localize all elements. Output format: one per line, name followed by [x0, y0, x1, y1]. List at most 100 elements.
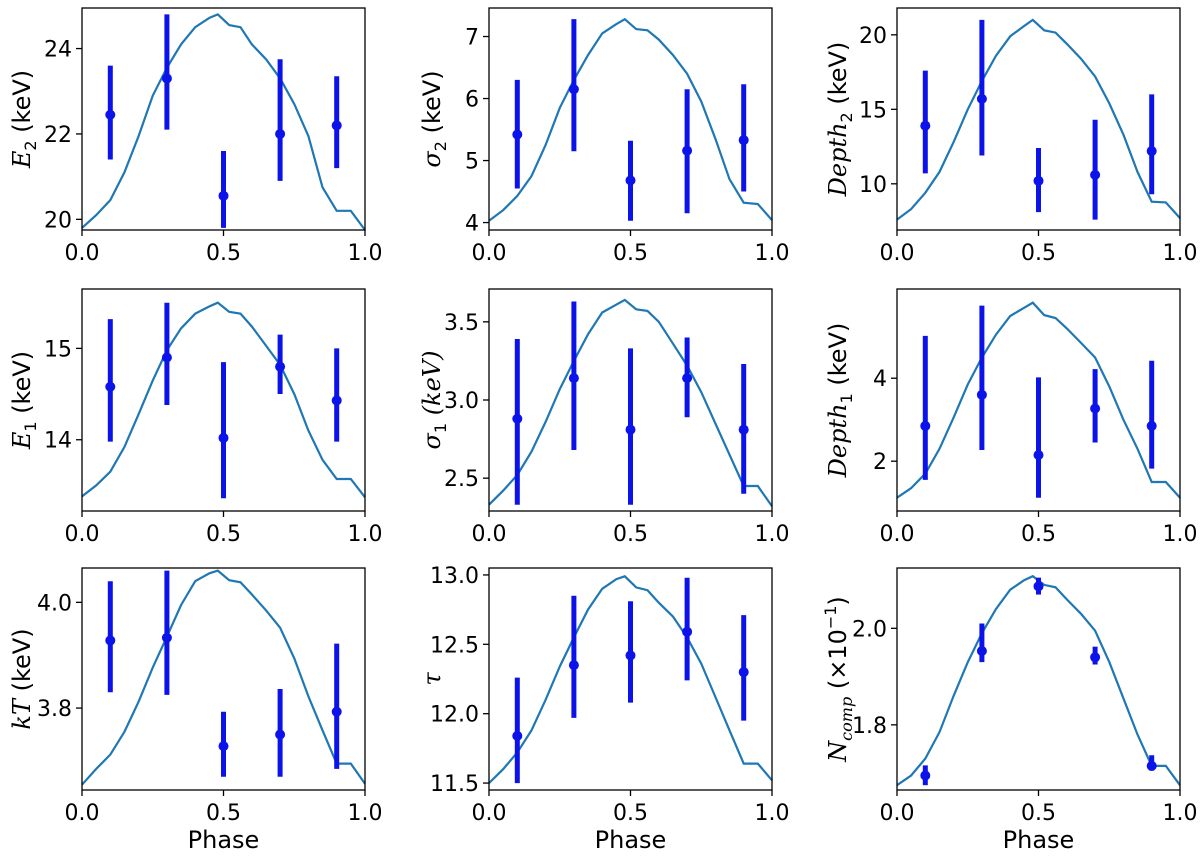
y-label-unit-exponent: −1: [821, 606, 840, 630]
y-label-symbol: kT: [8, 697, 36, 730]
model-curve: [896, 301, 1181, 499]
y-label-unit: (keV): [8, 628, 36, 699]
data-point-3: [625, 650, 636, 661]
data-point-1: [512, 730, 523, 741]
data-point-3: [218, 432, 229, 443]
x-tick-label: 0.5: [1021, 241, 1056, 266]
y-tick-label: 14: [44, 429, 72, 454]
data-point-3: [1033, 175, 1044, 186]
data-point-3: [625, 424, 636, 435]
y-tick-label: 2.0: [852, 617, 887, 642]
y-label-unit: (keV): [418, 70, 446, 141]
y-tick-label: 22: [44, 123, 72, 148]
y-label-subscript: 1: [431, 423, 450, 433]
x-tick-label: 0.5: [1021, 522, 1056, 547]
data-point-3: [1033, 581, 1044, 592]
model-curve: [81, 13, 366, 231]
y-axis-label: σ1 (keV): [418, 350, 450, 449]
model-curve: [81, 301, 366, 498]
panel-8: 0.0 0.5 1.0 11.5 12.0 12.5 13.0 τ Phase: [418, 564, 790, 854]
y-label-symbol: Depth: [824, 122, 852, 197]
y-label-subscript: comp: [837, 697, 856, 741]
data-point-4: [682, 373, 693, 384]
data-point-2: [568, 660, 579, 671]
y-label-symbol: Depth: [824, 403, 852, 478]
x-tick-label: 1.0: [1163, 522, 1198, 547]
data-point-3: [218, 190, 229, 201]
x-tick-label: 1.0: [348, 801, 383, 826]
data-point-2: [161, 352, 172, 363]
y-axis-label: Depth1 (keV): [824, 323, 856, 479]
x-tick-label: 0.5: [206, 522, 241, 547]
y-tick-label: 12.0: [430, 703, 479, 728]
x-tick-label: 0.5: [613, 241, 648, 266]
panel-6: 0.0 0.5 1.0 2 4 Depth1 (keV): [824, 288, 1198, 547]
y-tick-label: 15: [44, 337, 72, 362]
y-label-unit: (keV): [824, 323, 852, 394]
y-axis-label: Depth2 (keV): [824, 42, 856, 198]
y-axis-label: τ: [418, 672, 446, 686]
model-curve: [81, 569, 366, 786]
y-tick-label: 4: [465, 212, 479, 237]
y-tick-label: 24: [44, 38, 72, 63]
x-tick-label: 0.0: [65, 522, 100, 547]
y-axis-label: Ncomp (×10−1): [821, 596, 856, 763]
x-axis-label: Phase: [1003, 826, 1075, 854]
y-tick-label: 11.5: [430, 772, 479, 797]
y-label-subscript: 2: [431, 141, 450, 151]
data-point-1: [920, 120, 931, 131]
data-point-2: [161, 632, 172, 643]
y-tick-label: 3.5: [444, 311, 479, 336]
x-axis-label: Phase: [595, 826, 667, 854]
y-tick-label: 15: [859, 98, 887, 123]
data-point-5: [738, 667, 749, 678]
data-point-1: [105, 109, 116, 120]
y-label-subscript: 2: [21, 140, 40, 150]
y-label-subscript: 1: [837, 393, 856, 403]
data-point-5: [1146, 420, 1157, 431]
y-label-unit: (keV): [8, 351, 36, 422]
data-point-3: [625, 175, 636, 186]
data-point-3: [1033, 449, 1044, 460]
model-curve: [896, 18, 1181, 221]
panel-7: 0.0 0.5 1.03.84.0kT (keV)Phase: [8, 567, 383, 854]
y-label-unit-end: ): [824, 596, 852, 605]
y-label-unit: (keV): [824, 42, 852, 113]
y-tick-label: 2.5: [444, 467, 479, 492]
data-point-1: [512, 413, 523, 424]
data-point-5: [1146, 760, 1157, 771]
x-tick-label: 1.0: [1163, 801, 1198, 826]
data-point-1: [105, 635, 116, 646]
x-tick-label: 0.0: [472, 522, 507, 547]
y-axis-label: σ2 (keV): [418, 70, 450, 167]
y-label-symbol: E: [8, 150, 36, 169]
x-tick-label: 0.5: [206, 801, 241, 826]
x-tick-label: 0.5: [1021, 801, 1056, 826]
y-label-symbol: E: [8, 431, 36, 450]
data-point-1: [105, 381, 116, 392]
y-tick-label: 6: [465, 88, 479, 113]
data-point-4: [1090, 652, 1101, 663]
data-point-4: [275, 729, 286, 740]
y-label-symbol: σ: [418, 151, 446, 168]
y-tick-label: 20: [859, 24, 887, 49]
data-point-2: [976, 389, 987, 400]
y-label-symbol: N: [824, 740, 852, 763]
panel-2: 0.0 0.5 1.0 4 5 6 7 σ2 (keV): [418, 7, 790, 266]
x-tick-label: 1.0: [348, 241, 383, 266]
x-tick-label: 0.0: [65, 801, 100, 826]
data-point-5: [331, 706, 342, 717]
y-tick-label: 1.8: [852, 714, 887, 739]
data-point-5: [738, 135, 749, 146]
x-tick-label: 0.5: [613, 801, 648, 826]
data-point-4: [275, 361, 286, 372]
y-label-symbol: τ: [418, 672, 446, 686]
model-curve: [488, 298, 773, 507]
x-tick-label: 0.5: [206, 241, 241, 266]
x-tick-label: 1.0: [755, 522, 790, 547]
